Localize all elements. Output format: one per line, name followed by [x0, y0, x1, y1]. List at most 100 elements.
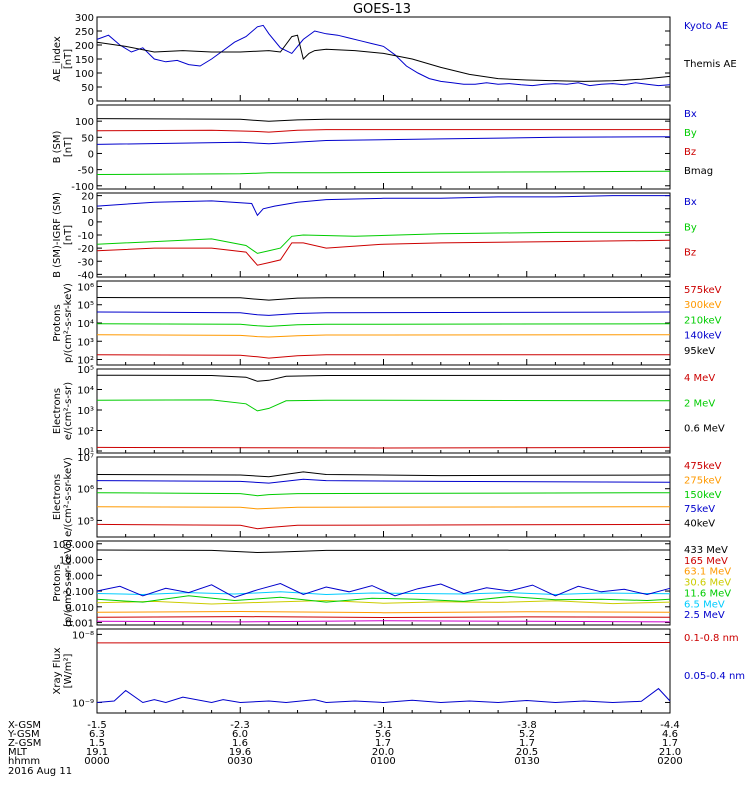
x-row-label: X-GSM [8, 720, 41, 731]
y-tick-label: 10³ [77, 337, 94, 348]
y-axis-label: Protons [52, 564, 63, 601]
series-line [96, 311, 671, 316]
y-tick-label: 100 [75, 117, 94, 128]
y-tick-label: -40 [78, 270, 94, 281]
series-line [96, 591, 671, 596]
legend-entry: Bz [684, 147, 696, 158]
panel-frame [96, 104, 671, 190]
legend-entry: Kyoto AE [684, 21, 728, 32]
legend-entry: 4 MeV [684, 373, 715, 384]
x-row-value: 6.0 [232, 729, 248, 740]
x-row-value: 1.7 [375, 738, 391, 749]
x-row-value: -1.5 [87, 720, 107, 731]
panel-frame [96, 280, 671, 366]
x-row-value: 20.0 [372, 747, 394, 758]
panel-frame [96, 368, 671, 454]
panel-5: 10⁵ 10⁶ 10⁷ Electrons e/(cm²-s-sr-keV) 475keV… [52, 453, 722, 538]
y-axis-label: [nT] [63, 137, 74, 157]
x-row-value: 19.1 [86, 747, 108, 758]
x-row-value: 1.7 [519, 738, 535, 749]
x-row-value: 6.3 [89, 729, 105, 740]
y-tick-label: 10⁶ [77, 485, 94, 496]
y-tick-label: 0 [88, 149, 94, 160]
y-tick-label: 20 [81, 192, 94, 203]
y-tick-label: 100 [75, 69, 94, 80]
x-row-value: 1.6 [232, 738, 248, 749]
series-line [96, 616, 671, 619]
legend-entry: 63.1 MeV [684, 567, 731, 578]
y-tick-label: -30 [78, 257, 94, 268]
series-line [96, 354, 670, 359]
legend-entry: Bx [684, 197, 697, 208]
legend-entry: By [684, 222, 697, 233]
y-axis-label: e/(cm²-s-sr-keV) [63, 457, 74, 537]
y-tick-label: 50 [81, 133, 94, 144]
legend-entry: 30.6 MeV [684, 578, 731, 589]
legend-entry: 75keV [684, 504, 715, 515]
y-tick-label: 0 [88, 97, 94, 108]
x-row-label: Z-GSM [8, 738, 41, 749]
y-axis-label: [p/(cm²-s-sr-keV)] [63, 539, 74, 627]
y-tick-label: 0 [88, 218, 94, 229]
series-line [96, 471, 671, 478]
x-row-value: 1.5 [89, 738, 105, 749]
y-tick-label: 50 [81, 83, 94, 94]
x-row-value: -2.3 [230, 720, 250, 731]
series-line [96, 118, 670, 122]
x-row-value: 19.6 [229, 747, 251, 758]
y-tick-label: 10¹ [77, 447, 94, 458]
y-tick-label: 10⁵ [77, 365, 94, 376]
y-tick-label: 0.100 [65, 587, 94, 598]
legend-entry: 95keV [684, 346, 715, 357]
panel-0: 0 50 100 150 200 250 300 AE_index [nT] Kyoto AE Th… [52, 13, 737, 108]
y-tick-label: -50 [78, 166, 94, 177]
legend-entry: Bz [684, 248, 696, 259]
panel-2: -40 -30 -20 -10 0 10 20 B (SM)-IGRF (SM) [nT] Bx B… [52, 192, 697, 282]
legend-entry: 475keV [684, 461, 722, 472]
legend-entry: By [684, 128, 697, 139]
x-row-value: 0100 [370, 756, 395, 767]
x-row-value: 0130 [514, 756, 539, 767]
y-tick-label: 10⁻⁸ [72, 630, 94, 641]
legend-entry: 275keV [684, 475, 722, 486]
y-tick-label: -20 [78, 244, 94, 255]
y-axis-label: B (SM) [52, 130, 63, 163]
legend-entry: 0.05-0.4 nm [684, 671, 745, 682]
y-axis-label: [nT] [63, 225, 74, 245]
y-axis-label: B (SM)-IGRF (SM) [52, 192, 63, 278]
series-line [96, 687, 671, 704]
series-line [96, 399, 671, 412]
series-line [96, 582, 671, 598]
y-tick-label: 250 [75, 27, 94, 38]
legend-entry: 11.6 MeV [684, 588, 731, 599]
legend-entry: 575keV [684, 285, 722, 296]
y-tick-label: 10⁴ [77, 386, 94, 397]
panel-7: 10⁻⁹ 10⁻⁸ Xray Flux [W/m²] 0.1-0.8 nm 0.05-0.… [52, 628, 745, 714]
y-axis-label: e/(cm²-s-sr) [63, 382, 74, 440]
legend-entry: 40keV [684, 519, 715, 530]
series-line [96, 492, 671, 497]
panel-3: 10² 10³ 10⁴ 10⁵ 10⁶ Protons p/(cm²-s-sr-keV) 57… [52, 280, 722, 367]
x-row-label: hhmm [8, 756, 40, 767]
y-tick-label: 300 [75, 13, 94, 24]
series-line [96, 297, 671, 301]
y-tick-label: -10 [78, 231, 94, 242]
y-axis-label: p/(cm²-s-sr-keV) [63, 283, 74, 363]
x-row-value: -3.8 [517, 720, 537, 731]
series-line [96, 446, 671, 449]
x-row-label: MLT [8, 747, 28, 758]
legend-entry: 140keV [684, 331, 722, 342]
y-tick-label: 10⁴ [77, 319, 94, 330]
y-tick-label: 100.000 [53, 540, 94, 551]
series-line [96, 239, 671, 266]
legend-entry: 2.5 MeV [684, 610, 725, 621]
y-axis-label: [W/m²] [63, 653, 74, 688]
x-row-value: 20.5 [516, 747, 538, 758]
series-line [96, 478, 671, 484]
series-line [96, 334, 671, 338]
y-tick-label: 1.000 [65, 571, 94, 582]
y-tick-label: 150 [75, 55, 94, 66]
legend-entry: 0.1-0.8 nm [684, 633, 739, 644]
